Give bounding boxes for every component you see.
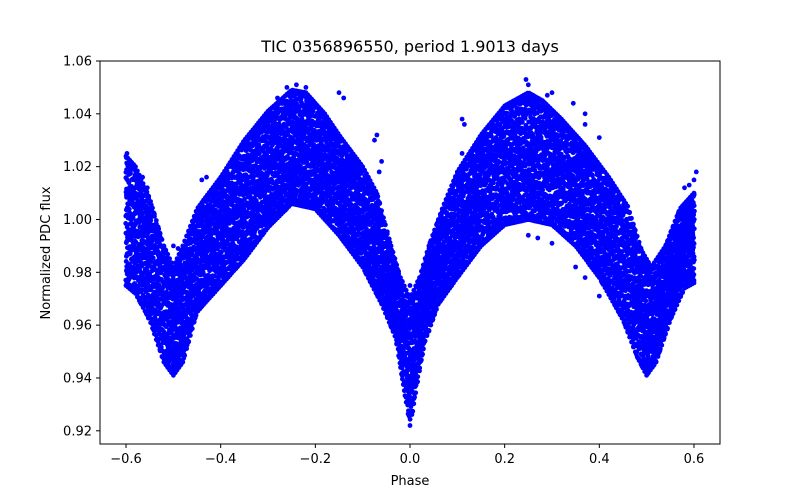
data-point xyxy=(150,255,156,261)
data-point xyxy=(253,198,259,203)
data-point xyxy=(412,394,417,400)
data-point xyxy=(407,416,413,422)
data-point xyxy=(176,280,182,285)
data-point xyxy=(189,267,195,273)
data-point xyxy=(144,268,150,273)
data-point xyxy=(128,171,133,176)
data-point xyxy=(174,341,180,347)
data-points xyxy=(123,77,699,428)
data-point xyxy=(136,220,142,225)
data-point xyxy=(124,267,129,273)
data-point xyxy=(130,215,136,221)
data-point xyxy=(132,244,138,249)
data-point xyxy=(148,218,154,223)
data-point xyxy=(126,180,132,185)
data-point xyxy=(143,198,149,204)
data-point xyxy=(126,206,132,212)
